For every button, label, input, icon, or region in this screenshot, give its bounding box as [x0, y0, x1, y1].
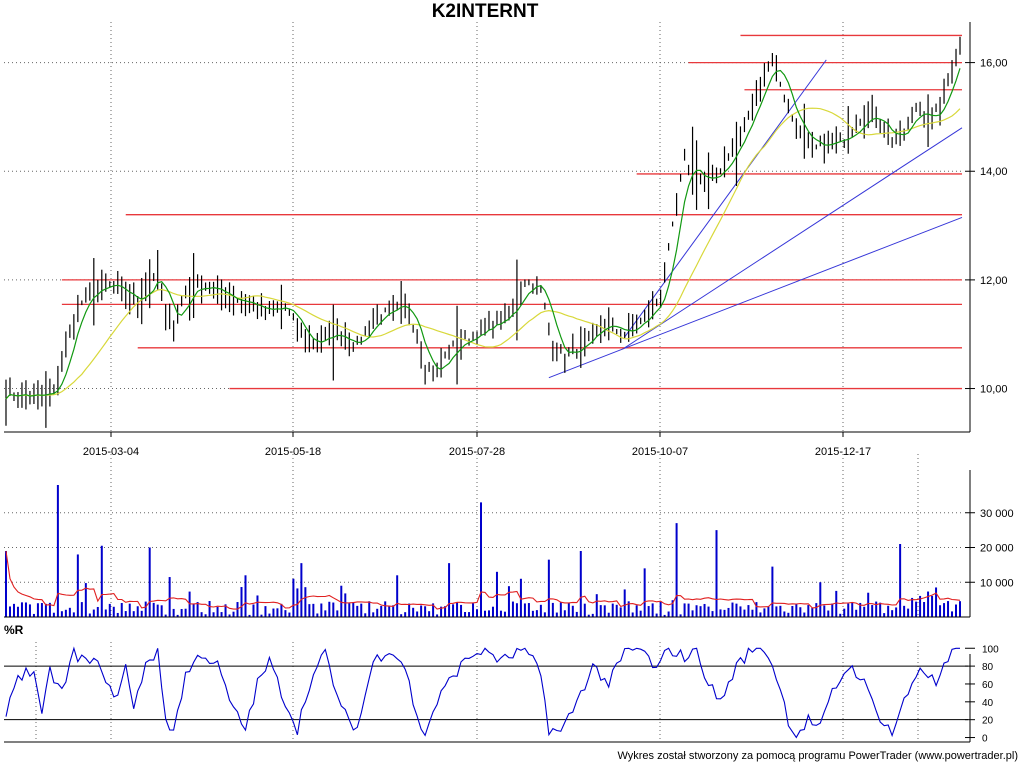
price-y-tick-label: 10,00 [980, 384, 1008, 396]
price-x-tick-label: 2015-12-17 [815, 446, 871, 458]
wr-y-tick-label: 0 [982, 734, 988, 745]
volume-y-tick-label: 10 000 [980, 577, 1014, 589]
tick-labels: 10,00 12,00 14,00 16,00 10 000 20 000 30 000 0 2… [83, 58, 1014, 745]
wr-line [4, 646, 968, 739]
axes [4, 22, 975, 743]
price-x-tick-label: 2015-03-04 [83, 446, 139, 458]
ma-short-line [5, 68, 961, 400]
wr-y-tick-label: 20 [982, 716, 994, 727]
volume-bars [4, 484, 962, 617]
ma-long-line [5, 107, 961, 400]
wr-y-tick-label: 60 [982, 680, 994, 691]
wr-y-tick-label: 100 [982, 644, 999, 655]
volume-y-tick-label: 20 000 [980, 543, 1014, 555]
credit-text: Wykres został stworzony za pomocą progra… [617, 750, 1018, 762]
grid-lines [4, 22, 962, 742]
trend-line [548, 216, 963, 379]
wr-panel-label: %R [4, 623, 24, 637]
chart-title: K2INTERNT [431, 1, 539, 22]
trend-line [624, 127, 963, 349]
price-bars [5, 36, 961, 428]
price-y-tick-label: 14,00 [980, 166, 1008, 178]
price-x-tick-label: 2015-10-07 [632, 446, 688, 458]
price-y-tick-label: 12,00 [980, 275, 1008, 287]
moving-averages [5, 68, 961, 400]
horizontal-levels [61, 34, 963, 390]
volume-average-line [5, 550, 961, 610]
wr-y-tick-label: 40 [982, 698, 994, 709]
wr-line [5, 646, 960, 739]
trend-line [624, 59, 827, 338]
price-x-tick-label: 2015-07-28 [449, 446, 505, 458]
trend-lines [548, 59, 963, 379]
price-y-tick-label: 16,00 [980, 58, 1008, 70]
price-x-tick-label: 2015-05-18 [265, 446, 321, 458]
volume-y-tick-label: 30 000 [980, 508, 1014, 520]
wr-y-tick-label: 80 [982, 662, 994, 673]
